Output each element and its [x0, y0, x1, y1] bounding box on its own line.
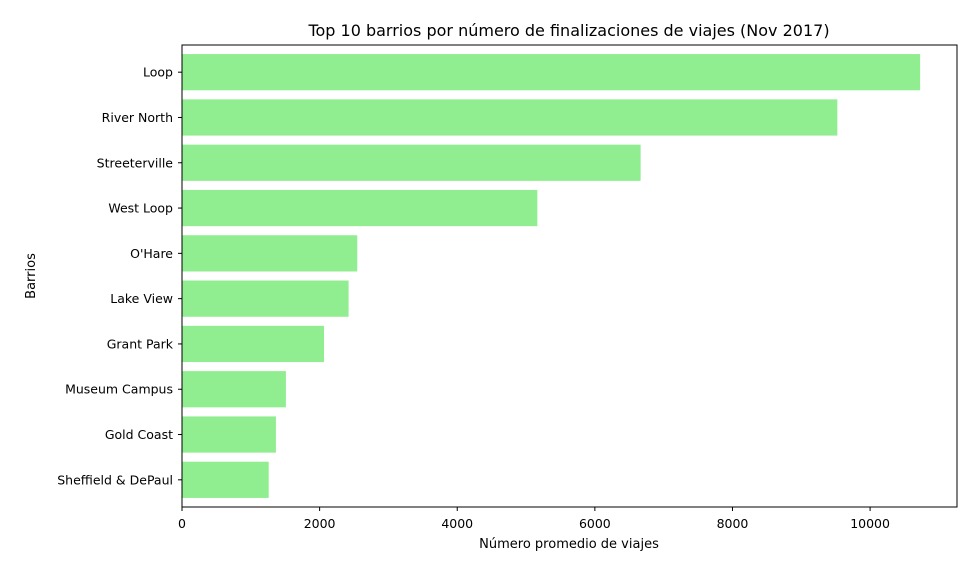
y-tick-label: Grant Park — [107, 336, 174, 351]
x-axis-label: Número promedio de viajes — [479, 537, 659, 552]
y-tick-label: O'Hare — [130, 246, 173, 261]
bar-gold-coast — [182, 416, 276, 453]
y-tick-label: Streeterville — [97, 155, 174, 170]
bar-loop — [182, 54, 921, 91]
x-axis-ticks: 0 2000 4000 6000 8000 10000 — [178, 507, 890, 531]
y-tick-label: Loop — [143, 65, 173, 80]
y-axis-ticks: Loop River North Streeterville West Loop O'H… — [57, 65, 182, 487]
bar-streeterville — [182, 144, 641, 181]
x-tick-label: 6000 — [579, 516, 611, 531]
bar-o-hare — [182, 235, 358, 272]
bar-museum-campus — [182, 371, 286, 408]
y-tick-label: Lake View — [110, 291, 173, 306]
axes-frame — [181, 44, 958, 508]
y-tick-label: Museum Campus — [65, 382, 173, 397]
bar-lake-view — [182, 280, 349, 317]
x-tick-label: 10000 — [850, 516, 890, 531]
y-tick-label: West Loop — [108, 201, 173, 216]
chart-title: Top 10 barrios por número de finalizacio… — [307, 21, 829, 40]
bar-river-north — [182, 99, 838, 136]
bar-grant-park — [182, 325, 325, 363]
plot-frame — [181, 44, 958, 508]
x-tick-label: 8000 — [717, 516, 749, 531]
x-tick-label: 0 — [178, 516, 186, 531]
y-axis-label: Barrios — [24, 253, 39, 299]
x-tick-label: 4000 — [441, 516, 473, 531]
y-tick-label: River North — [102, 110, 173, 125]
bar-sheffield-depaul — [182, 461, 269, 498]
bar-west-loop — [182, 189, 538, 227]
bars-group — [182, 54, 921, 498]
y-tick-label: Sheffield & DePaul — [57, 472, 173, 487]
x-tick-label: 2000 — [304, 516, 336, 531]
y-tick-label: Gold Coast — [105, 427, 173, 442]
